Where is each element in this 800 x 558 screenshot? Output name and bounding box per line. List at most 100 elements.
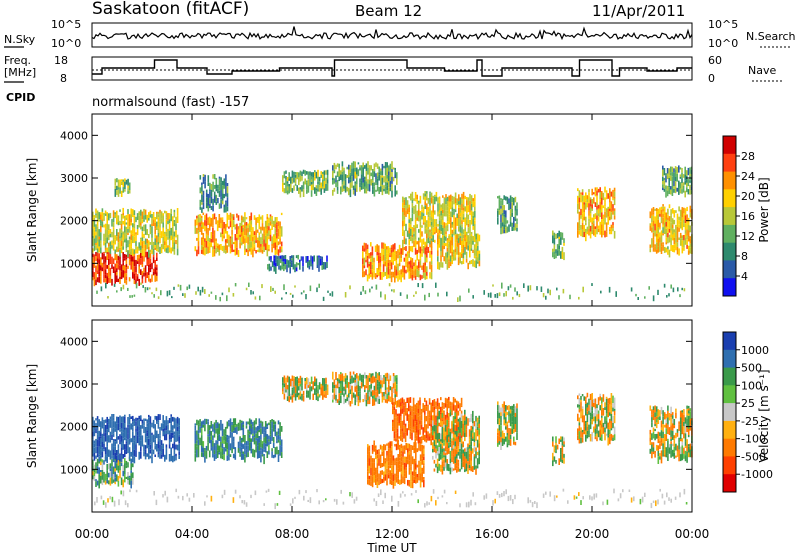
power-echo-cell [611, 209, 613, 213]
power-echo-cell [251, 241, 253, 248]
power-echo-cell [203, 191, 205, 196]
velocity-echo-cell [598, 419, 600, 426]
power-echo-cell [591, 230, 593, 234]
power-echo-cell [651, 216, 653, 222]
power-echo-cell [583, 196, 585, 203]
power-echo-cell [223, 246, 225, 253]
velocity-echo-cell [270, 434, 272, 436]
power-echo-cell [111, 257, 113, 265]
power-echo-cell [167, 247, 169, 253]
velocity-echo-cell [469, 454, 471, 457]
power-echo-layer [92, 161, 693, 302]
velocity-echo-cell [401, 448, 403, 451]
power-echo-cell [318, 284, 320, 288]
velocity-echo-cell [445, 398, 447, 404]
velocity-echo-cell [391, 387, 393, 392]
power-echo-cell [669, 235, 671, 243]
velocity-echo-cell [116, 455, 118, 461]
velocity-echo-cell [478, 428, 480, 435]
power-echo-cell [514, 287, 516, 291]
power-echo-cell [108, 247, 110, 252]
velocity-echo-cell [151, 456, 153, 463]
power-echo-cell [201, 202, 203, 205]
power-echo-cell [209, 223, 211, 230]
velocity-echo-cell [403, 402, 405, 405]
power-echo-cell [311, 177, 313, 180]
power-echo-cell [580, 192, 582, 194]
velocity-echo-cell [118, 423, 120, 430]
power-echo-cell [450, 240, 452, 247]
velocity-echo-cell [399, 465, 401, 472]
power-echo-cell [467, 263, 469, 269]
velocity-echo-cell [416, 421, 418, 425]
velocity-echo-cell [580, 396, 582, 400]
velocity-echo-cell [450, 432, 452, 439]
power-echo-cell [668, 175, 670, 178]
velocity-echo-cell [386, 390, 388, 394]
power-echo-cell [444, 211, 446, 217]
velocity-echo-cell [282, 382, 284, 385]
velocity-echo-cell [590, 407, 592, 413]
power-echo-cell [380, 169, 382, 172]
power-echo-cell [666, 220, 668, 222]
power-echo-cell [257, 238, 259, 240]
velocity-echo-cell [119, 454, 121, 462]
power-echo-cell [402, 232, 404, 236]
power-echo-cell [667, 228, 669, 233]
power-echo-cell [138, 242, 140, 248]
velocity-echo-cell [118, 466, 120, 473]
power-echo-cell [134, 210, 136, 215]
power-echo-cell [388, 165, 390, 171]
power-echo-cell [474, 261, 476, 268]
power-echo-cell [378, 253, 380, 256]
power-echo-cell [219, 177, 221, 179]
power-echo-cell [319, 177, 321, 181]
velocity-echo-cell [345, 399, 347, 403]
velocity-echo-cell [497, 415, 499, 418]
velocity-echo-cell [247, 422, 249, 425]
power-echo-cell [666, 231, 668, 237]
power-echo-cell [611, 225, 613, 229]
velocity-echo-cell [388, 465, 390, 472]
velocity-echo-cell [201, 446, 203, 452]
power-echo-cell [166, 237, 168, 242]
power-echo-cell [130, 237, 132, 240]
power-echo-cell [149, 287, 151, 289]
power-echo-cell [424, 191, 426, 194]
velocity-echo-cell [145, 431, 147, 434]
power-echo-cell [499, 205, 501, 211]
power-echo-cell [683, 240, 685, 247]
power-echo-cell [402, 227, 404, 229]
power-echo-cell [370, 270, 372, 274]
velocity-echo-cell [413, 476, 415, 480]
power-echo-cell [208, 194, 210, 202]
power-echo-cell [206, 221, 208, 224]
velocity-echo-cell [367, 400, 369, 404]
velocity-echo-cell [288, 385, 290, 392]
power-echo-cell [471, 260, 473, 264]
power-echo-cell [386, 267, 388, 272]
power-echo-cell [320, 256, 322, 259]
velocity-echo-cell [95, 418, 97, 420]
velocity-echo-cell [126, 439, 128, 442]
power-echo-cell [227, 239, 229, 243]
power-echo-cell [201, 245, 203, 250]
velocity-echo-cell [470, 461, 472, 467]
power-echo-cell [127, 186, 129, 188]
velocity-echo-cell [456, 466, 458, 469]
velocity-echo-cell [278, 431, 280, 434]
power-echo-cell [684, 180, 686, 184]
velocity-echo-cell [334, 379, 336, 385]
velocity-echo-cell [448, 429, 450, 435]
velocity-echo-cell [195, 444, 197, 451]
velocity-echo-cell [458, 419, 460, 422]
power-echo-cell [455, 249, 457, 253]
power-echo-cell [257, 250, 259, 252]
power-echo-cell [412, 265, 414, 269]
velocity-echo-cell [320, 384, 322, 388]
velocity-echo-cell [595, 436, 597, 439]
power-echo-cell [320, 183, 322, 189]
power-echo-cell [106, 276, 108, 284]
power-echo-cell [148, 275, 150, 282]
power-echo-cell [376, 285, 378, 290]
